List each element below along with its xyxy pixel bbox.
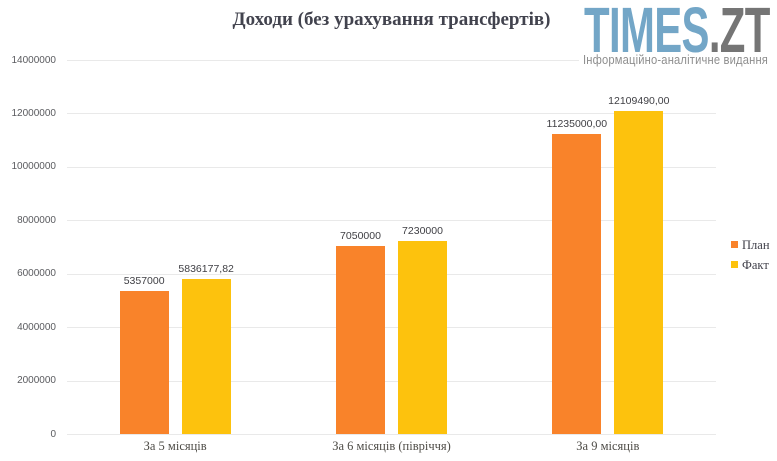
legend-swatch — [731, 241, 738, 248]
x-axis-category-label: За 9 місяців — [576, 439, 640, 453]
bar-План-За 5 місяців — [119, 291, 169, 434]
bar-value-label: 7230000 — [402, 225, 443, 238]
gridline — [67, 327, 716, 329]
x-axis-category-label: За 6 місяців (півріччя) — [332, 439, 451, 453]
y-axis-tick-label: 0 — [50, 428, 56, 440]
logo-zt-text: .ZT — [708, 0, 771, 66]
legend-item-План: План — [731, 236, 770, 256]
y-axis-tick-label: 10000000 — [11, 161, 57, 173]
gridline — [67, 113, 716, 115]
logo-wordmark: TIMES.ZT — [584, 0, 770, 62]
bar-value-label: 5357000 — [123, 275, 165, 288]
legend: План Факт — [731, 236, 770, 276]
bar-План-За 6 місяців (півріччя) — [336, 246, 385, 434]
legend-label: План — [742, 238, 770, 252]
times-zt-logo: TIMES.ZT Інформаційно-аналітичне видання — [579, 0, 777, 70]
gridline — [67, 434, 716, 435]
y-axis-tick-label: 8000000 — [17, 214, 56, 226]
x-axis-category-label: За 5 місяців — [143, 439, 207, 453]
bar-Факт-За 9 місяців — [614, 111, 664, 434]
legend-item-Факт: Факт — [731, 256, 770, 276]
gridline — [67, 220, 716, 222]
bar-value-label: 11235000,00 — [546, 118, 608, 131]
y-axis-tick-label: 6000000 — [17, 268, 56, 280]
bar-value-label: 12109490,00 — [608, 95, 670, 107]
gridline — [67, 380, 716, 382]
legend-swatch — [731, 261, 738, 268]
chart-title: Доходи (без урахування трансфертів) — [232, 9, 551, 30]
bar-План-За 9 місяців — [552, 134, 602, 434]
legend-label: Факт — [742, 258, 769, 272]
bar-Факт-За 5 місяців — [181, 278, 231, 434]
y-axis-tick-label: 4000000 — [17, 321, 56, 333]
gridline — [67, 166, 716, 168]
y-axis-tick-label: 14000000 — [11, 54, 57, 66]
y-axis-tick-label: 12000000 — [11, 107, 57, 119]
gridline — [67, 60, 716, 61]
logo-tagline: Інформаційно-аналітичне видання — [583, 52, 769, 67]
y-axis-tick-label: 2000000 — [17, 375, 56, 387]
bar-value-label: 7050000 — [340, 230, 381, 243]
bar-value-label: 5836177,82 — [178, 262, 234, 275]
logo-times-text: TIMES — [584, 0, 709, 66]
bar-Факт-За 6 місяців (півріччя) — [398, 241, 447, 434]
gridline — [67, 273, 716, 275]
